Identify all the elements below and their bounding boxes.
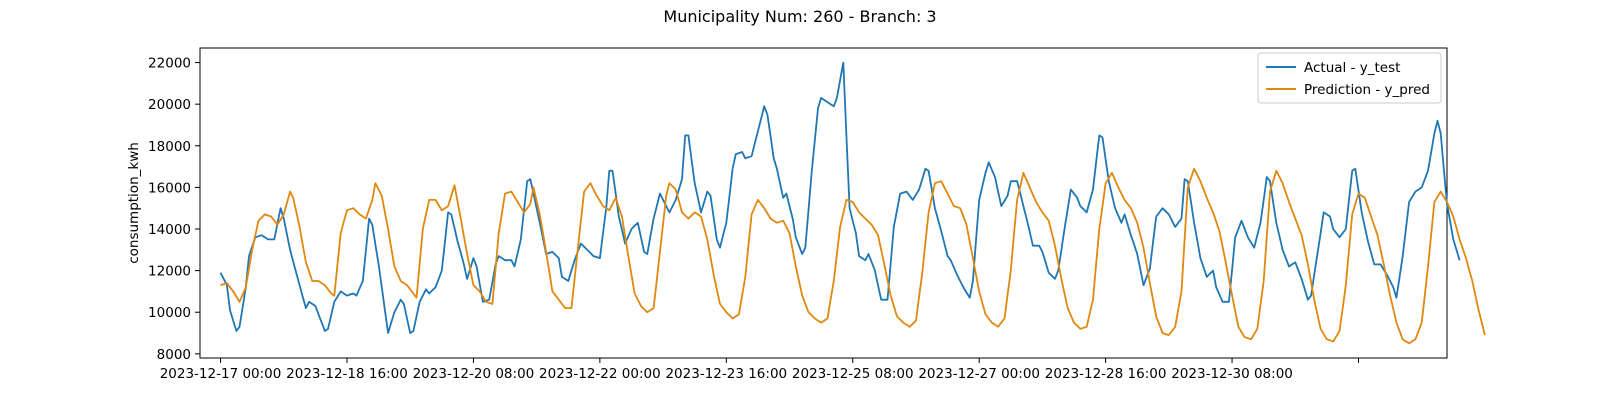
legend: Actual - y_test Prediction - y_pred: [1257, 52, 1442, 104]
legend-box: [1257, 52, 1442, 104]
y-tick-label: 16000: [148, 180, 191, 196]
y-axis: 8000 10000 12000 14000 16000 18000 20000 22000: [148, 56, 200, 363]
y-tick-label: 18000: [148, 139, 191, 155]
x-tick-label: 2023-12-22 00:00: [539, 366, 661, 382]
y-tick-label: 10000: [148, 305, 191, 321]
legend-label-actual: Actual - y_test: [1304, 60, 1400, 76]
x-tick-label: 2023-12-27 00:00: [918, 366, 1040, 382]
y-tick-label: 8000: [157, 347, 191, 363]
x-tick-label: 2023-12-23 16:00: [665, 366, 787, 382]
legend-label-prediction: Prediction - y_pred: [1304, 82, 1430, 98]
series-lines: [219, 61, 1486, 345]
series-line-actual: [219, 61, 1461, 334]
chart-title: Municipality Num: 260 - Branch: 3: [663, 7, 936, 26]
y-tick-label: 14000: [148, 222, 191, 238]
x-tick-label: 2023-12-20 08:00: [413, 366, 535, 382]
y-tick-label: 12000: [148, 264, 191, 280]
x-tick-label: 2023-12-17 00:00: [160, 366, 282, 382]
x-axis: 2023-12-17 00:00 2023-12-18 16:00 2023-12-…: [160, 358, 1359, 382]
y-axis-label: consumption_kwh: [126, 142, 142, 264]
x-tick-label: 2023-12-25 08:00: [792, 366, 914, 382]
x-tick-label: 2023-12-28 16:00: [1045, 366, 1167, 382]
x-tick-label: 2023-12-30 08:00: [1171, 366, 1293, 382]
y-tick-label: 20000: [148, 97, 191, 113]
y-tick-label: 22000: [148, 56, 191, 72]
series-line-prediction: [220, 167, 1486, 345]
x-tick-label: 2023-12-18 16:00: [286, 366, 408, 382]
